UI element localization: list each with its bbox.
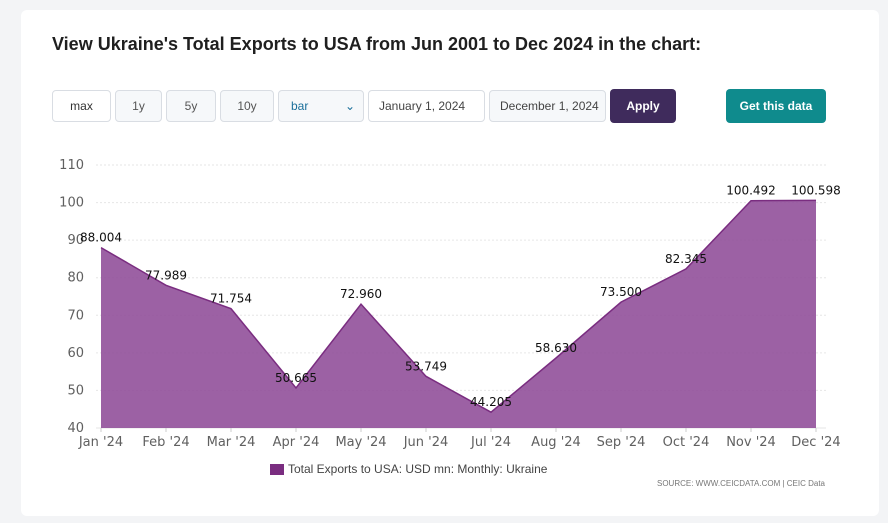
y-tick-label: 40 — [67, 421, 84, 436]
data-label: 44.205 — [470, 395, 512, 409]
data-labels: 88.004 77.989 71.754 50.665 72.960 53.749 44.2… — [80, 183, 841, 409]
x-tick-label: Jun '24 — [403, 435, 449, 450]
legend-swatch — [270, 463, 284, 475]
data-label: 72.960 — [340, 287, 382, 301]
range-max-button[interactable]: max — [52, 90, 111, 122]
x-axis: Jan '24 Feb '24 Mar '24 Apr '24 May '24 Jun '… — [78, 428, 841, 450]
x-tick-label: May '24 — [335, 435, 386, 450]
get-this-data-button[interactable]: Get this data — [726, 89, 826, 123]
area-layer — [100, 199, 817, 428]
data-label: 82.345 — [665, 252, 707, 266]
apply-button[interactable]: Apply — [610, 89, 676, 123]
series-area — [101, 200, 816, 428]
data-label: 71.754 — [210, 292, 252, 306]
chart-type-value: bar — [291, 99, 309, 113]
series-line — [100, 199, 817, 414]
x-tick-label: Mar '24 — [207, 435, 256, 450]
x-tick-label: Nov '24 — [726, 435, 776, 450]
x-tick-label: Sep '24 — [597, 435, 646, 450]
data-label: 73.500 — [600, 285, 642, 299]
x-tick-label: Jan '24 — [78, 435, 123, 450]
x-tick-label: Apr '24 — [273, 435, 320, 450]
end-date-input[interactable]: December 1, 2024 — [489, 90, 606, 122]
start-date-input[interactable]: January 1, 2024 — [368, 90, 485, 122]
data-label: 50.665 — [275, 371, 317, 385]
y-tick-label: 60 — [67, 346, 84, 361]
data-label: 100.598 — [791, 183, 841, 197]
x-tick-label: Jul '24 — [470, 435, 511, 450]
data-label: 100.492 — [726, 184, 776, 198]
range-10y-button[interactable]: 10y — [220, 90, 274, 122]
y-tick-label: 110 — [59, 158, 84, 173]
legend-label: Total Exports to USA: USD mn: Monthly: U… — [288, 462, 548, 476]
source-note: SOURCE: WWW.CEICDATA.COM | CEIC Data — [656, 479, 825, 488]
chevron-down-icon: ⌄ — [344, 99, 355, 113]
x-tick-label: Aug '24 — [531, 435, 581, 450]
y-tick-label: 50 — [67, 383, 84, 398]
range-5y-button[interactable]: 5y — [166, 90, 216, 122]
data-label: 58.630 — [535, 341, 577, 355]
y-tick-label: 80 — [67, 271, 84, 286]
legend[interactable]: Total Exports to USA: USD mn: Monthly: U… — [270, 462, 547, 476]
x-tick-label: Oct '24 — [663, 435, 710, 450]
y-axis: 40 50 60 70 80 90 100 110 — [59, 158, 84, 436]
page-title: View Ukraine's Total Exports to USA from… — [52, 34, 702, 54]
y-tick-label: 70 — [67, 308, 84, 323]
x-tick-label: Dec '24 — [791, 435, 840, 450]
y-tick-label: 100 — [59, 196, 84, 211]
data-label: 88.004 — [80, 231, 122, 245]
data-label: 77.989 — [145, 268, 187, 282]
y-tick-label: 90 — [67, 233, 84, 248]
data-label: 53.749 — [405, 359, 447, 373]
range-1y-button[interactable]: 1y — [115, 90, 162, 122]
x-tick-label: Feb '24 — [142, 435, 189, 450]
chart-type-select[interactable]: bar ⌄ — [278, 90, 364, 122]
